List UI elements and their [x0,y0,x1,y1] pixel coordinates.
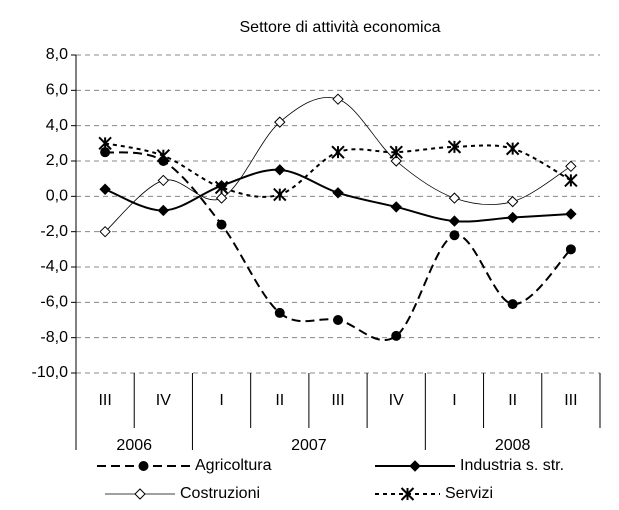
data-point [156,148,171,163]
data-point [274,116,286,128]
legend-marker [134,488,146,500]
data-point [565,244,576,255]
data-point [565,208,577,220]
data-point [389,145,403,159]
legend-label: Industria s. str. [460,457,564,474]
y-tick-label: 4,0 [46,117,68,134]
legend-marker [138,461,149,471]
data-point [215,192,228,204]
chart-title: Settore di attività economica [240,19,441,36]
y-tick-label: -8,0 [40,329,68,346]
y-tick-label: 6,0 [46,82,68,99]
y-tick-label: 0,0 [46,188,68,205]
series-line [104,97,572,232]
x-tick-label: IV [389,392,404,409]
data-point [216,219,227,230]
data-point [506,211,519,224]
x-tick-label: I [219,392,223,409]
data-point [390,155,402,167]
data-point [214,180,229,195]
data-point [331,145,345,159]
data-point [507,299,518,310]
data-point [332,187,344,199]
y-tick-label: -6,0 [40,294,68,311]
legend-label: Servizi [445,485,493,502]
x-tick-label: IV [156,392,171,409]
x-tick-label: II [275,392,284,409]
x-tick-label: III [331,392,344,409]
data-point [99,183,111,195]
data-point [449,230,460,241]
y-tick-label: -2,0 [40,223,68,240]
data-point [506,195,519,208]
data-point [157,204,170,217]
y-tick-label: -10,0 [32,364,69,381]
data-point [157,174,170,187]
x-tick-label: II [508,392,517,409]
legend-marker [409,460,421,472]
series-line [104,151,572,342]
x-tick-label: III [564,392,577,409]
data-point [274,164,286,176]
y-tick-label: 8,0 [46,46,68,63]
x-tick-label: I [452,392,456,409]
x-tick-label: III [98,392,111,409]
y-tick-label: -4,0 [40,258,68,275]
data-point [273,187,287,202]
group-label: 2006 [116,437,152,454]
data-point [565,160,577,173]
legend-label: Agricoltura [195,457,272,474]
data-point [274,307,285,318]
data-point [505,141,520,156]
data-point [332,93,344,105]
data-point [100,147,111,158]
legend-marker [400,487,415,501]
group-label: 2007 [291,437,327,454]
group-label: 2008 [495,437,531,454]
data-point [448,192,461,204]
data-point [447,140,462,154]
data-point [390,201,402,213]
legend-label: Costruzioni [180,485,260,502]
data-point [98,136,112,151]
data-point [564,173,578,188]
data-point [99,225,111,238]
data-point [333,315,343,325]
clip-band [0,452,619,460]
data-point [448,215,461,227]
data-point [391,330,402,341]
y-tick-label: 2,0 [46,152,68,169]
